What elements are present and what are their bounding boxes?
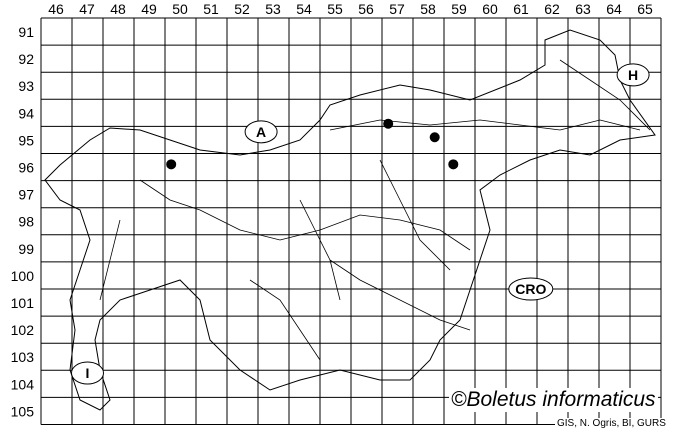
column-label: 65	[637, 1, 653, 17]
country-label: H	[628, 67, 638, 83]
column-label: 62	[544, 1, 560, 17]
row-label: 103	[11, 349, 35, 365]
axis-labels: 46 47 48 49 50 51 52 53 54 55 56 57 58 59 60 61 62 63 64 65…	[11, 1, 653, 419]
country-label: CRO	[515, 281, 546, 297]
column-label: 48	[110, 1, 126, 17]
row-label: 101	[11, 295, 35, 311]
row-label: 94	[18, 105, 34, 121]
column-label: 64	[606, 1, 622, 17]
country-oval	[71, 361, 104, 385]
column-label: 56	[358, 1, 374, 17]
column-label: 54	[296, 1, 312, 17]
row-label: 99	[18, 241, 34, 257]
row-label: 98	[18, 214, 34, 230]
copyright-credit: ©Boletus informaticus	[449, 388, 658, 412]
record-points	[166, 118, 459, 170]
record-dot	[166, 159, 177, 170]
country-oval	[616, 63, 650, 87]
record-dot	[429, 132, 440, 143]
record-dot	[448, 159, 459, 170]
column-label: 50	[172, 1, 188, 17]
country-label: I	[86, 365, 90, 381]
column-label: 61	[513, 1, 529, 17]
country-border	[44, 29, 656, 411]
row-label: 92	[18, 51, 34, 67]
row-label: 97	[18, 187, 34, 203]
column-label: 55	[327, 1, 343, 17]
country-label: A	[256, 124, 266, 140]
country-labels: A H CRO I	[71, 63, 650, 385]
row-label: 95	[18, 132, 34, 148]
column-label: 59	[451, 1, 467, 17]
country-oval	[508, 277, 554, 301]
column-label: 58	[420, 1, 436, 17]
column-label: 63	[575, 1, 591, 17]
column-label: 57	[389, 1, 405, 17]
column-label: 51	[203, 1, 219, 17]
column-label: 47	[79, 1, 95, 17]
column-label: 46	[48, 1, 64, 17]
row-label: 100	[11, 268, 35, 284]
column-label: 49	[141, 1, 157, 17]
row-label: 96	[18, 160, 34, 176]
row-label: 102	[11, 322, 35, 338]
country-oval	[244, 120, 278, 144]
row-label: 105	[11, 403, 35, 419]
column-label: 60	[482, 1, 498, 17]
column-label: 53	[265, 1, 281, 17]
source-credit: GIS, N. Ogris, BI, GURS	[555, 418, 668, 430]
grid	[40, 17, 662, 425]
record-dot	[383, 118, 394, 129]
row-label: 93	[18, 78, 34, 94]
row-label: 104	[11, 376, 35, 392]
column-label: 52	[234, 1, 250, 17]
row-label: 91	[18, 24, 34, 40]
